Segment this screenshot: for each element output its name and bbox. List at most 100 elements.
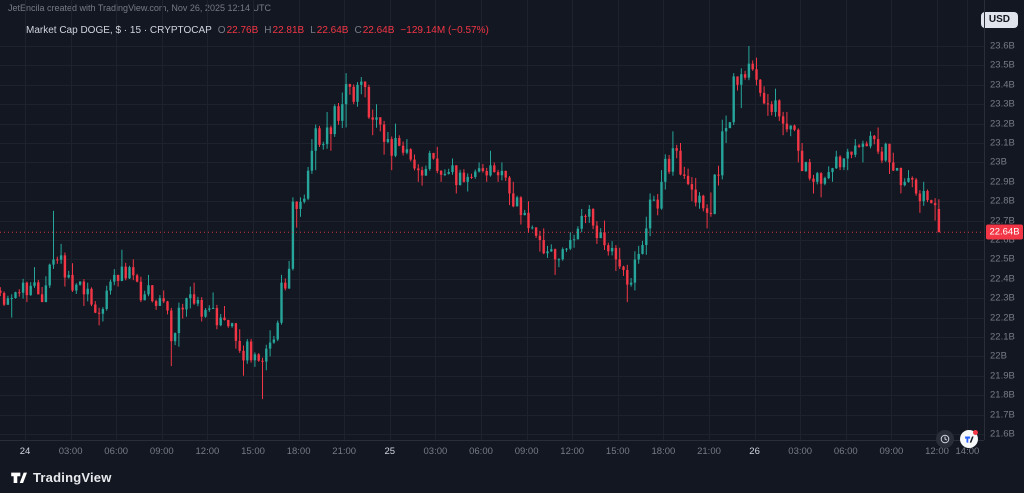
- candle: [633, 259, 637, 283]
- candle: [238, 340, 241, 351]
- candle: [242, 350, 245, 361]
- time-tick-label: 12:00: [195, 446, 220, 457]
- candle: [382, 124, 386, 142]
- candle: [865, 143, 868, 147]
- currency-toggle-button[interactable]: USD: [980, 12, 1018, 28]
- candle: [675, 148, 678, 151]
- price-tick-label: 21.6B: [990, 428, 1015, 440]
- candle: [500, 170, 504, 176]
- candle: [215, 307, 219, 326]
- price-tick-label: 23.4B: [990, 79, 1015, 91]
- candle: [660, 181, 663, 209]
- candle: [846, 151, 849, 159]
- candle: [223, 317, 226, 321]
- candle: [291, 201, 295, 269]
- price-tick-label: 23B: [990, 156, 1007, 168]
- symbol-legend: Market Cap DOGE, $ · 15 · CRYPTOCAP O22.7…: [26, 25, 489, 36]
- candle: [280, 282, 283, 323]
- candle: [641, 244, 644, 254]
- tradingview-logo-button[interactable]: [960, 430, 978, 448]
- candle: [52, 259, 55, 265]
- time-tick-label: 03:00: [58, 446, 83, 457]
- candle: [386, 139, 390, 142]
- candle: [808, 162, 811, 179]
- candle: [181, 307, 184, 310]
- candle: [622, 266, 625, 271]
- candle: [363, 81, 367, 88]
- time-tick-label: 09:00: [149, 446, 174, 457]
- candle: [33, 282, 36, 286]
- candle: [124, 266, 127, 279]
- candle: [599, 232, 602, 239]
- candle: [299, 201, 302, 209]
- candle: [436, 158, 439, 171]
- candle: [591, 209, 595, 226]
- tradingview-logo-icon: [964, 434, 974, 444]
- candle: [603, 232, 606, 246]
- candle: [166, 301, 169, 311]
- candle: [113, 274, 116, 282]
- candle: [705, 208, 709, 213]
- price-tick-label: 23.1B: [990, 137, 1015, 149]
- history-button[interactable]: [936, 430, 954, 448]
- candle: [109, 281, 112, 291]
- candle: [200, 300, 203, 317]
- candle: [398, 138, 401, 146]
- candle: [652, 199, 656, 201]
- candle: [18, 292, 21, 294]
- candle: [379, 117, 382, 125]
- candle: [170, 310, 173, 342]
- candle: [903, 181, 906, 186]
- candle: [6, 298, 10, 305]
- candle: [139, 281, 143, 301]
- candle: [151, 285, 154, 302]
- candle: [610, 247, 614, 252]
- price-tick-label: 22B: [990, 350, 1007, 362]
- candle: [835, 156, 838, 169]
- tradingview-wordmark-icon: [10, 469, 27, 486]
- candle: [477, 168, 481, 172]
- time-axis[interactable]: 24 03:00 06:00 09:00 12:00 15:00 18:00 21:00 25 0…: [0, 440, 984, 462]
- candle: [90, 288, 93, 305]
- candle: [356, 84, 359, 102]
- candle: [44, 285, 48, 303]
- candle: [303, 198, 306, 202]
- candle: [770, 104, 773, 112]
- price-axis[interactable]: 23.6B 23.5B 23.4B 23.3B 23.2B 23.1B 23B 22.9B 22…: [984, 0, 1024, 440]
- candle: [781, 116, 785, 124]
- candle: [572, 239, 576, 241]
- candlestick-plot[interactable]: [0, 0, 984, 440]
- tradingview-brand-link[interactable]: TradingView: [10, 469, 112, 486]
- time-tick-label: 15:00: [241, 446, 265, 457]
- candle: [462, 172, 466, 182]
- price-tick-label: 22.4B: [990, 273, 1015, 285]
- time-tick-label: 18:00: [286, 446, 311, 457]
- candle: [230, 323, 234, 327]
- price-tick-label: 22.6B: [990, 234, 1015, 246]
- time-tick-label: 25: [384, 446, 396, 457]
- candle: [310, 150, 314, 171]
- symbol-title[interactable]: Market Cap DOGE, $ · 15 · CRYPTOCAP: [26, 25, 212, 36]
- time-tick-label: 09:00: [879, 446, 904, 457]
- candle: [295, 201, 298, 209]
- candle: [785, 123, 789, 130]
- time-tick-label: 12:00: [560, 446, 585, 457]
- time-tick-label: 15:00: [605, 446, 630, 457]
- candle: [937, 208, 941, 233]
- candle: [869, 135, 872, 147]
- candle: [857, 145, 861, 147]
- candle: [789, 125, 792, 130]
- candle: [895, 167, 899, 171]
- candle: [819, 173, 823, 184]
- candle: [842, 158, 846, 168]
- grid-layer: [0, 0, 984, 440]
- candle: [504, 170, 507, 178]
- candle: [135, 275, 139, 282]
- candle: [911, 177, 914, 180]
- candle: [679, 150, 682, 175]
- candle: [515, 197, 519, 207]
- ohlc-key: O: [217, 25, 226, 36]
- candle: [686, 175, 690, 185]
- candle: [683, 174, 686, 176]
